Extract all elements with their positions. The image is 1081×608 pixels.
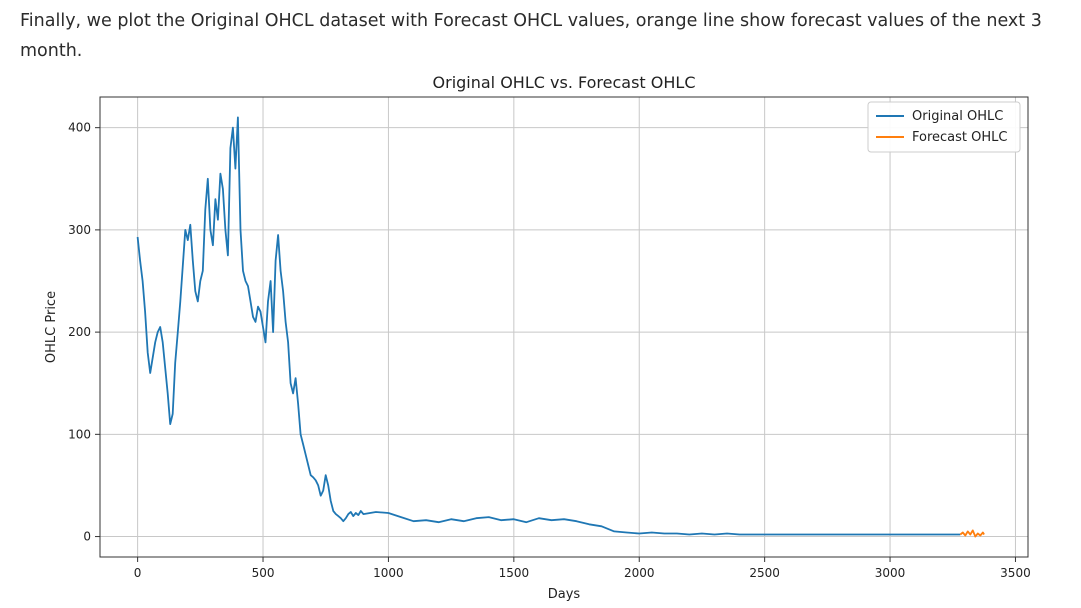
x-tick-label: 1000 [373, 566, 404, 580]
legend-box [867, 101, 1021, 153]
grid-lines [100, 97, 1028, 557]
series-layer [136, 116, 985, 538]
y-tick-label: 300 [68, 223, 91, 237]
x-tick-label: 2500 [749, 566, 780, 580]
x-tick-label: 1500 [499, 566, 530, 580]
y-tick-label: 200 [68, 325, 91, 339]
chart-title: Original OHLC vs. Forecast OHLC [433, 73, 696, 92]
y-tick-label: 0 [83, 530, 91, 544]
legend-entry: Original OHLC [912, 109, 1003, 124]
y-axis-ticks: 0 100 200 300 400 [68, 121, 100, 544]
x-axis-ticks: 0 500 1000 1500 2000 2500 3000 3500 [134, 557, 1031, 580]
legend-entry: Forecast OHLC [912, 130, 1007, 145]
y-tick-label: 400 [68, 121, 91, 135]
series-line-original [136, 116, 961, 536]
x-tick-label: 3500 [1000, 566, 1031, 580]
y-axis-label: OHLC Price [44, 291, 59, 363]
series-line-forecast [959, 529, 985, 538]
x-tick-label: 500 [252, 566, 275, 580]
x-axis-label: Days [548, 587, 581, 602]
legend: Original OHLC Forecast OHLC [867, 101, 1021, 153]
x-tick-label: 2000 [624, 566, 655, 580]
x-tick-label: 3000 [875, 566, 906, 580]
y-tick-label: 100 [68, 427, 91, 441]
intro-paragraph: Finally, we plot the Original OHCL datas… [20, 11, 1042, 61]
x-tick-label: 0 [134, 566, 142, 580]
plot-area-frame [99, 96, 1029, 558]
